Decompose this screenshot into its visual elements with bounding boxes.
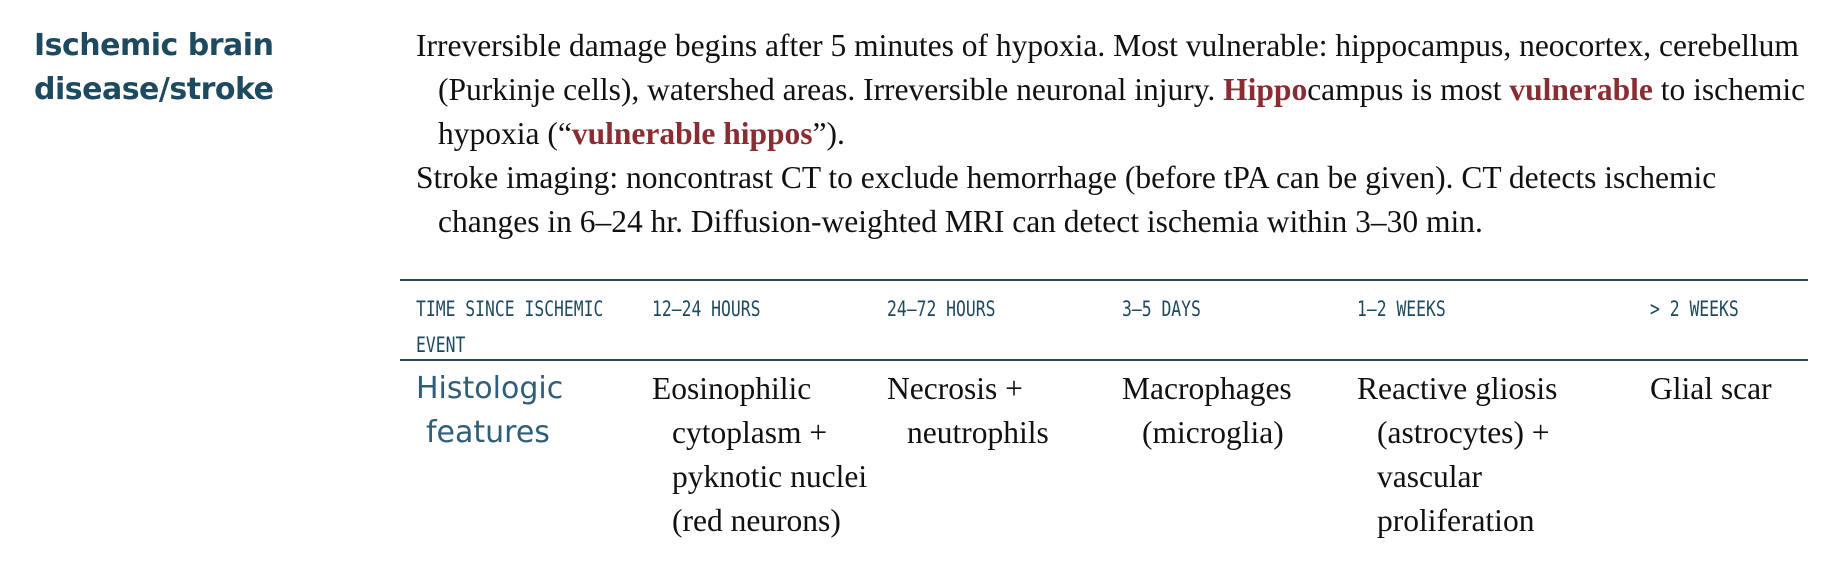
section-heading: Ischemic brain disease/stroke (34, 24, 364, 112)
paragraph-stroke-imaging: Stroke imaging: noncontrast CT to exclud… (416, 160, 1717, 239)
section-heading-line2: disease/stroke (34, 72, 274, 107)
cell-over-2-weeks: Glial scar (1650, 371, 1772, 406)
header-24-72-hours: 24–72 HOURS (887, 297, 996, 321)
section-heading-line1: Ischemic brain (34, 28, 274, 63)
paragraph-text-3: to ischemic hypoxia (“ (438, 72, 1806, 151)
cell-3-5-days: Macrophages (microglia) (1122, 371, 1292, 450)
highlight-hippo: Hippo (1223, 72, 1308, 107)
description-block: Irreversible damage begins after 5 minut… (416, 24, 1816, 244)
cell-24-72-hours: Necrosis + neutrophils (887, 371, 1049, 450)
header-text-line2: EVENT (416, 333, 466, 357)
highlight-vulnerable: vulnerable (1509, 72, 1653, 107)
table-header-row: TIME SINCE ISCHEMIC EVENT 12–24 HOURS 24… (400, 281, 1808, 361)
header-over-2-weeks: > 2 WEEKS (1650, 297, 1739, 321)
paragraph-text-1: Irreversible damage begins after 5 minut… (416, 28, 1799, 107)
paragraph-text-2: campus is most (1307, 72, 1510, 107)
header-12-24-hours: 12–24 HOURS (652, 297, 761, 321)
paragraph-text-4: ”). (812, 116, 845, 151)
header-1-2-weeks: 1–2 WEEKS (1357, 297, 1446, 321)
row-label: Histologic features (416, 371, 564, 450)
paragraph-ischemic-damage: Irreversible damage begins after 5 minut… (416, 24, 1816, 156)
header-time-since-event: TIME SINCE ISCHEMIC EVENT (416, 291, 603, 363)
histology-timeline-table: TIME SINCE ISCHEMIC EVENT 12–24 HOURS 24… (400, 279, 1808, 581)
header-text-line1: TIME SINCE ISCHEMIC (416, 297, 604, 321)
header-3-5-days: 3–5 DAYS (1122, 297, 1201, 321)
cell-1-2-weeks: Reactive gliosis (astrocytes) + vascular… (1357, 371, 1558, 538)
table-row-histologic-features: Histologic features Eosinophilic cytopla… (400, 361, 1808, 581)
highlight-vulnerable-hippos: vulnerable hippos (571, 116, 813, 151)
cell-12-24-hours: Eosinophilic cytoplasm + pyknotic nuclei… (652, 371, 868, 538)
